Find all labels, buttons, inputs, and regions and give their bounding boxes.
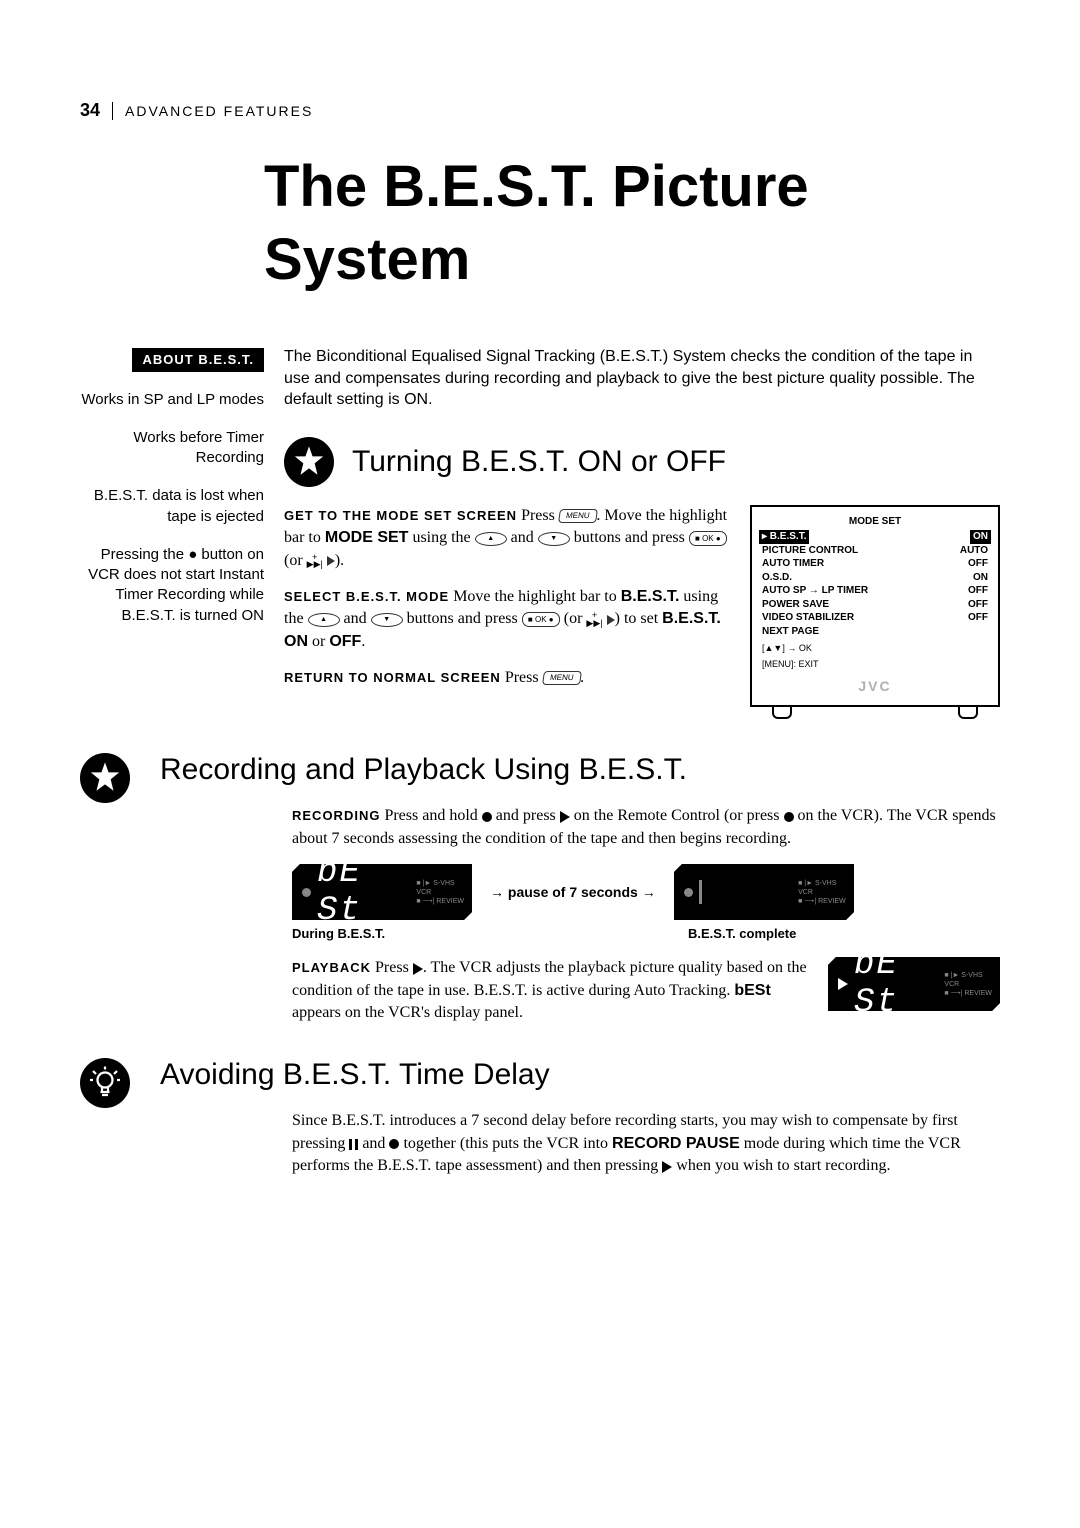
play-indicator-icon bbox=[838, 978, 848, 990]
pause-arrow-text: → pause of 7 seconds → bbox=[490, 884, 656, 900]
display-side-labels: ■ |► S-VHSVCR■ ⟶| REVIEW bbox=[944, 971, 992, 998]
page-title: The B.E.S.T. Picture System bbox=[264, 151, 1000, 296]
tv-menu-row: POWER SAVEOFF bbox=[762, 598, 988, 612]
step-label: RETURN TO NORMAL SCREEN bbox=[284, 670, 501, 685]
tv-menu-row: AUTO TIMEROFF bbox=[762, 557, 988, 571]
bar-indicator-icon bbox=[699, 880, 702, 904]
instruction-step: SELECT B.E.S.T. MODE Move the highlight … bbox=[284, 586, 732, 653]
tv-menu-row: PICTURE CONTROLAUTO bbox=[762, 544, 988, 558]
tv-menu-row: ▸ B.E.S.T.ON bbox=[762, 530, 988, 544]
play-open-icon bbox=[327, 556, 335, 566]
page-header: 34 ADVANCED FEATURES bbox=[80, 100, 1000, 121]
skip-forward-icon: +▶▶| bbox=[586, 612, 602, 626]
tv-diagram: MODE SET ▸ B.E.S.T.ONPICTURE CONTROLAUTO… bbox=[750, 505, 1000, 720]
menu-button-icon: MENU bbox=[558, 509, 598, 523]
play-icon bbox=[413, 963, 423, 975]
display-side-labels: ■ |► S-VHSVCR■ ⟶| REVIEW bbox=[416, 879, 464, 906]
section-heading: Recording and Playback Using B.E.S.T. bbox=[160, 753, 687, 787]
tv-menu-row: AUTO SP → LP TIMEROFF bbox=[762, 584, 988, 598]
vcr-display: bE St ■ |► S-VHSVCR■ ⟶| REVIEW bbox=[674, 864, 854, 920]
play-icon bbox=[560, 811, 570, 823]
record-indicator-icon bbox=[684, 888, 693, 897]
vcr-display: bE St ■ |► S-VHSVCR■ ⟶| REVIEW bbox=[828, 957, 1000, 1011]
tv-hint: [▲▼] → OK bbox=[762, 642, 988, 654]
display-text: bE St bbox=[317, 854, 416, 930]
sidebar: ABOUT B.E.S.T. Works in SP and LP modes … bbox=[80, 346, 264, 719]
play-open-icon bbox=[607, 615, 615, 625]
instruction-step: PLAYBACK Press . The VCR adjusts the pla… bbox=[292, 957, 810, 1024]
instruction-step: RECORDING Press and hold and press on th… bbox=[292, 805, 1000, 850]
tv-menu-row: VIDEO STABILIZEROFF bbox=[762, 611, 988, 625]
section-heading: Turning B.E.S.T. ON or OFF bbox=[352, 445, 726, 479]
display-caption: B.E.S.T. complete bbox=[688, 926, 796, 941]
tv-brand: JVC bbox=[762, 677, 988, 696]
pause-icon bbox=[349, 1139, 358, 1150]
menu-button-icon: MENU bbox=[542, 671, 582, 685]
tv-menu-row: O.S.D.ON bbox=[762, 571, 988, 585]
section-header: ADVANCED FEATURES bbox=[125, 103, 313, 119]
down-button-icon: ▼ bbox=[371, 613, 403, 627]
ok-button-icon: ■ OK ● bbox=[522, 612, 560, 627]
up-button-icon: ▲ bbox=[308, 613, 340, 627]
up-button-icon: ▲ bbox=[475, 532, 507, 546]
down-button-icon: ▼ bbox=[538, 532, 570, 546]
step-label: SELECT B.E.S.T. MODE bbox=[284, 589, 449, 604]
tv-menu-row: NEXT PAGE bbox=[762, 625, 988, 639]
display-text: bE St bbox=[854, 946, 944, 1022]
star-icon bbox=[284, 437, 334, 487]
record-indicator-icon bbox=[302, 888, 311, 897]
section-heading: Avoiding B.E.S.T. Time Delay bbox=[160, 1058, 550, 1092]
intro-text: The Biconditional Equalised Signal Track… bbox=[284, 346, 1000, 411]
skip-forward-icon: +▶▶| bbox=[307, 554, 323, 568]
instruction-step: GET TO THE MODE SET SCREEN Press MENU. M… bbox=[284, 505, 732, 572]
record-icon bbox=[389, 1139, 399, 1149]
body-text: Since B.E.S.T. introduces a 7 second del… bbox=[292, 1110, 1000, 1177]
vcr-display: bE St ■ |► S-VHSVCR■ ⟶| REVIEW bbox=[292, 864, 472, 920]
header-divider bbox=[112, 102, 113, 120]
tv-hint: [MENU]: EXIT bbox=[762, 658, 988, 670]
tv-menu-title: MODE SET bbox=[762, 515, 988, 529]
record-icon bbox=[482, 812, 492, 822]
play-icon bbox=[662, 1161, 672, 1173]
ok-button-icon: ■ OK ● bbox=[689, 531, 727, 546]
step-label: RECORDING bbox=[292, 808, 380, 823]
record-icon bbox=[784, 812, 794, 822]
page-number: 34 bbox=[80, 100, 100, 121]
sidebar-note: B.E.S.T. data is lost when tape is eject… bbox=[80, 486, 264, 527]
step-label: PLAYBACK bbox=[292, 960, 371, 975]
about-label: ABOUT B.E.S.T. bbox=[132, 348, 264, 372]
step-label: GET TO THE MODE SET SCREEN bbox=[284, 508, 517, 523]
sidebar-note: Pressing the ● button on VCR does not st… bbox=[80, 545, 264, 626]
display-side-labels: ■ |► S-VHSVCR■ ⟶| REVIEW bbox=[798, 879, 846, 906]
instruction-step: RETURN TO NORMAL SCREEN Press MENU. bbox=[284, 667, 732, 689]
sidebar-note: Works before Timer Recording bbox=[80, 428, 264, 469]
sidebar-note: Works in SP and LP modes bbox=[80, 390, 264, 410]
